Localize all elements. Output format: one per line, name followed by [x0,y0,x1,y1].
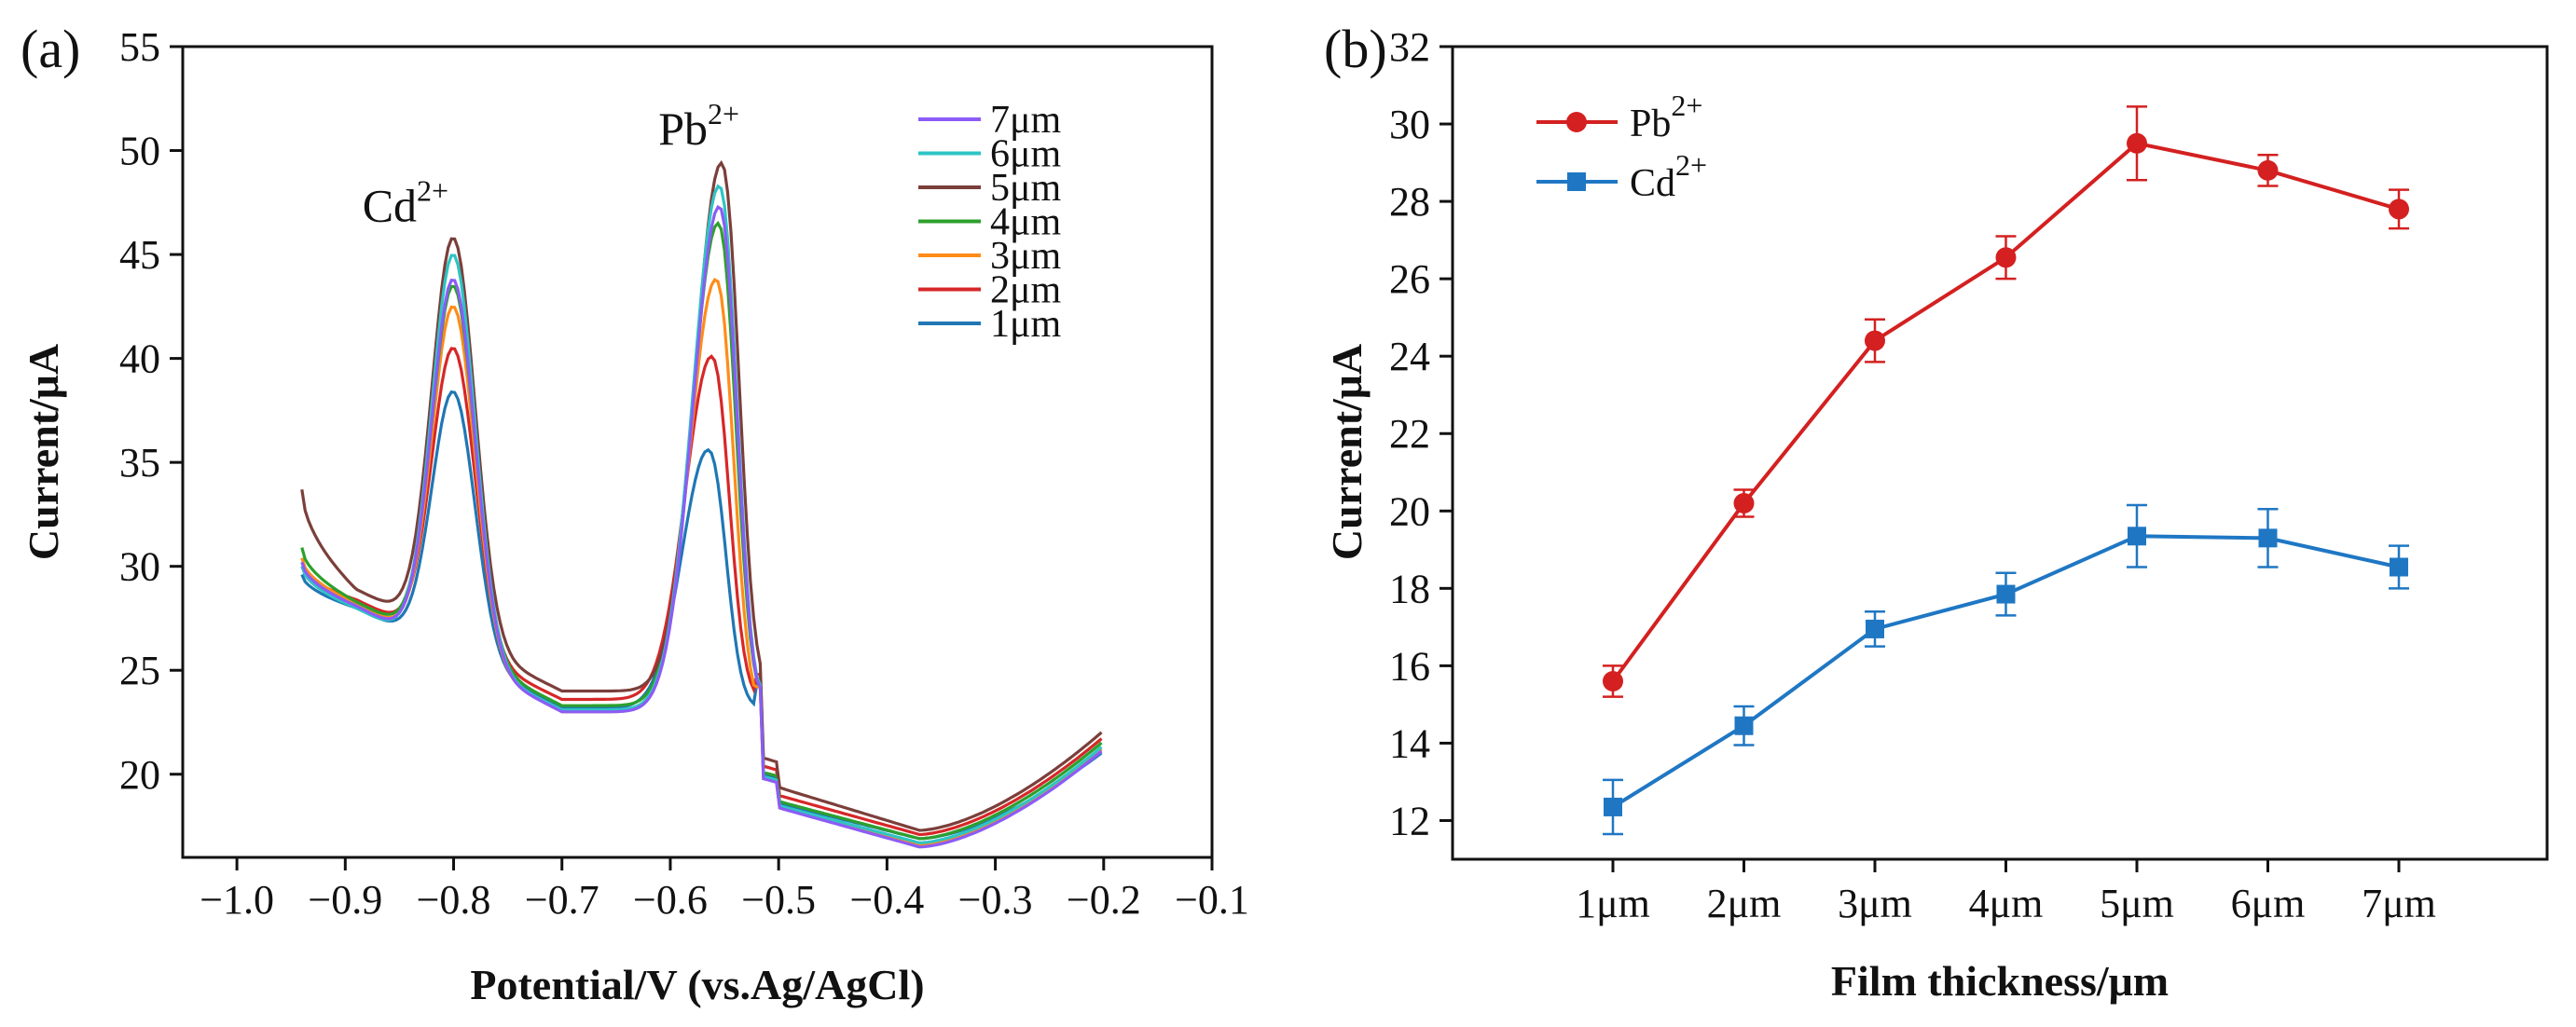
peak-label: Cd2+ [363,173,448,231]
data-point [1603,670,1623,692]
x-tick-label: 2μm [1707,881,1782,926]
panel-a-annotations: Cd2+ Pb2+ [363,97,739,232]
panel-b-x-axis: 1μm 2μm 3μm 4μm 5μm 6μm 7μm [1576,859,2436,926]
series-line-6μm [300,184,1103,845]
legend-label: Pb2+ [1630,89,1702,145]
data-point [1604,797,1622,816]
y-tick-label: 16 [1389,643,1430,689]
y-tick-label: 45 [119,232,160,278]
panel-b-y-axis-title: Current/μA [1323,344,1371,560]
x-tick-label: 1μm [1576,881,1650,926]
x-tick-label: −0.5 [741,877,816,923]
panel-b-y-axis: 12 14 16 18 20 22 24 26 28 30 32 [1389,24,1453,843]
y-tick-label: 30 [119,544,160,590]
peak-label: Pb2+ [658,97,739,155]
panel-a-frame [181,45,1214,859]
y-tick-label: 40 [119,336,160,382]
x-tick-label: −0.1 [1175,877,1249,923]
legend-marker [1566,112,1587,132]
y-tick-label: 20 [119,752,160,798]
panel-b-legend: Pb2+Cd2+ [1536,89,1707,205]
x-tick-label: −0.4 [849,877,924,923]
y-tick-label: 50 [119,129,160,174]
x-tick-label: −0.3 [958,877,1033,923]
series-line-2μm [300,347,1103,837]
x-tick-label: 6μm [2231,881,2306,926]
data-point [1996,584,2016,604]
x-tick-label: −0.6 [633,877,708,923]
x-tick-label: 4μm [1969,881,2044,926]
y-tick-label: 18 [1389,566,1430,611]
legend-label: 4μm [990,201,1062,244]
panel-a-series [300,159,1103,849]
panel-a-x-axis-title: Potential/V (vs.Ag/AgCl) [470,961,924,1008]
legend-label: 6μm [990,133,1062,176]
legend-label: 7μm [990,99,1062,142]
panel-a-label: (a) [21,19,80,79]
y-tick-label: 28 [1389,179,1430,225]
series-Cd [1603,503,2409,836]
panel-a-x-axis: −1.0 −0.9 −0.8 −0.7 −0.6 −0.5 −0.4 −0.3 −0.2 −0.1 [200,857,1249,923]
y-tick-label: 25 [119,648,160,693]
y-tick-label: 26 [1389,256,1430,302]
y-tick-label: 35 [119,440,160,486]
y-tick-label: 24 [1389,334,1430,379]
data-point [2127,132,2147,154]
y-tick-label: 20 [1389,488,1430,534]
data-point [2258,528,2278,548]
panel-b-series [1603,105,2409,836]
x-tick-label: 5μm [2100,881,2174,926]
panel-a-chart: (a) −1.0 −0.9 −0.8 −0.7 −0.6 −0.5 −0.4 −0.3 −0.2… [20,19,1249,1008]
series-Pb [1603,105,2409,698]
data-point [2257,159,2279,181]
panel-a-y-axis: 20 25 30 35 40 45 50 55 [119,24,183,798]
panel-b-frame [1451,45,2549,861]
legend-label: 2μm [990,269,1062,312]
legend-label: Cd2+ [1630,148,1707,205]
series-line-7μm [300,204,1103,849]
legend-label: 5μm [990,167,1062,210]
panel-b-x-axis-title: Film thickness/μm [1831,957,2169,1005]
legend-label: 1μm [990,303,1062,346]
data-point [1866,619,1884,638]
x-tick-label: 3μm [1838,881,1912,926]
data-point [2390,557,2408,577]
x-tick-label: −0.7 [525,877,599,923]
series-line-3μm [300,278,1103,847]
panel-b-chart: (b) 1μm 2μm 3μm 4μm 5μm 6μm 7μm 12 14 16 18 20 22 24… [1323,19,2549,1005]
data-point [2128,527,2146,546]
panel-b-label: (b) [1324,19,1387,79]
y-tick-label: 30 [1389,102,1430,147]
legend-label: 3μm [990,235,1062,278]
x-tick-label: −0.9 [308,877,382,923]
y-tick-label: 12 [1389,798,1430,843]
y-tick-label: 22 [1389,411,1430,457]
y-tick-label: 55 [119,24,160,70]
x-tick-label: −1.0 [200,877,274,923]
y-tick-label: 14 [1389,720,1430,766]
x-tick-label: −0.2 [1067,877,1141,923]
x-tick-label: −0.8 [417,877,491,923]
data-point [1865,330,1885,351]
x-tick-label: 7μm [2362,881,2436,926]
data-point [1995,247,2017,268]
series-line-1μm [300,390,1103,841]
y-tick-label: 32 [1389,24,1430,70]
data-point [1733,492,1755,514]
panel-a-y-axis-title: Current/μA [20,344,67,560]
data-point [1734,716,1754,735]
legend-marker [1567,172,1586,191]
data-point [2389,199,2409,220]
